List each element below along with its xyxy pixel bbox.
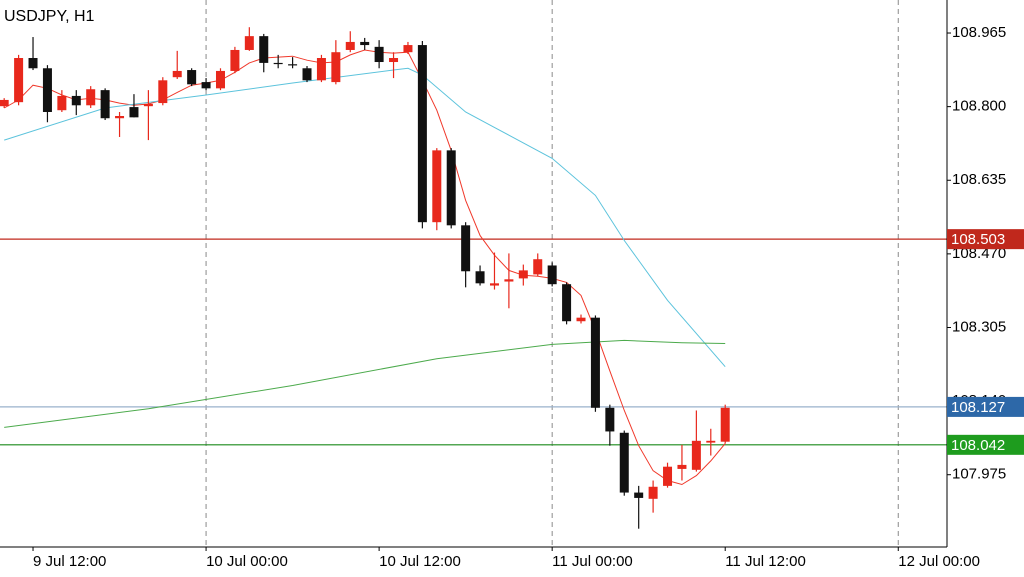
- candle-body: [389, 58, 399, 63]
- y-tick-label: 108.800: [952, 98, 1006, 115]
- candle-body: [42, 68, 52, 112]
- level-label: 108.042: [951, 437, 1005, 454]
- y-tick-label: 108.305: [952, 318, 1006, 335]
- candle-body: [57, 95, 67, 111]
- moving-average: [3, 49, 726, 486]
- candle-body: [403, 45, 413, 53]
- candle-body: [129, 107, 139, 118]
- candle-body: [461, 225, 471, 272]
- candle-body: [432, 150, 442, 223]
- x-tick-label: 12 Jul 00:00: [898, 553, 980, 570]
- candle-body: [115, 116, 125, 119]
- candle-body: [720, 407, 730, 442]
- candle-body: [518, 270, 528, 279]
- candle-body: [691, 440, 701, 470]
- candle-body: [360, 41, 370, 46]
- x-tick-label: 10 Jul 00:00: [206, 553, 288, 570]
- y-tick-label: 108.965: [952, 24, 1006, 41]
- candle-body: [244, 36, 254, 50]
- candle-body: [533, 259, 543, 275]
- candle-body: [273, 62, 283, 65]
- candle-body: [331, 52, 341, 83]
- candle-body: [201, 82, 211, 89]
- level-label-box: [947, 229, 1024, 250]
- moving-average: [4, 339, 726, 428]
- candle-body: [172, 70, 182, 78]
- candle-body: [71, 95, 81, 106]
- candle-body: [28, 58, 38, 69]
- candle-body: [648, 486, 658, 499]
- candle-body: [706, 440, 716, 443]
- candle-body: [417, 45, 427, 223]
- candle-body: [619, 432, 629, 493]
- candle-body: [187, 70, 197, 85]
- x-tick-label: 10 Jul 12:00: [379, 553, 461, 570]
- level-label: 108.127: [951, 399, 1005, 416]
- candle-body: [576, 317, 586, 322]
- level-label-box: [947, 396, 1024, 417]
- candle-body: [143, 103, 153, 107]
- candle-body: [158, 80, 168, 104]
- candle-body: [0, 99, 9, 107]
- candle-body: [86, 89, 96, 106]
- candle-body: [316, 58, 326, 81]
- candle-body: [288, 64, 298, 66]
- candle-body: [605, 407, 615, 432]
- candle-body: [215, 70, 225, 89]
- level-label: 108.503: [951, 231, 1005, 248]
- candle-body: [446, 150, 456, 226]
- candle-body: [14, 58, 24, 103]
- candle-body: [100, 90, 110, 119]
- candle-body: [345, 41, 355, 50]
- candle-body: [677, 464, 687, 469]
- candle-body: [302, 68, 312, 81]
- y-tick-label: 108.635: [952, 171, 1006, 188]
- candle-body: [562, 284, 572, 322]
- candle-body: [489, 283, 499, 286]
- chart-title: USDJPY, H1: [4, 8, 95, 25]
- candle-body: [374, 46, 384, 63]
- y-tick-label: 107.975: [952, 466, 1006, 483]
- candle-body: [634, 492, 644, 498]
- x-tick-label: 9 Jul 12:00: [33, 553, 106, 570]
- level-label-box: [947, 434, 1024, 455]
- candle-body: [475, 271, 485, 284]
- candle-body: [663, 466, 673, 486]
- candle-body: [504, 279, 514, 282]
- candle-body: [259, 36, 269, 63]
- moving-average: [4, 67, 726, 368]
- candle-body: [547, 265, 557, 285]
- x-tick-label: 11 Jul 00:00: [552, 553, 633, 570]
- candle-body: [230, 49, 240, 71]
- x-tick-label: 11 Jul 12:00: [725, 553, 806, 570]
- candle-body: [590, 317, 600, 408]
